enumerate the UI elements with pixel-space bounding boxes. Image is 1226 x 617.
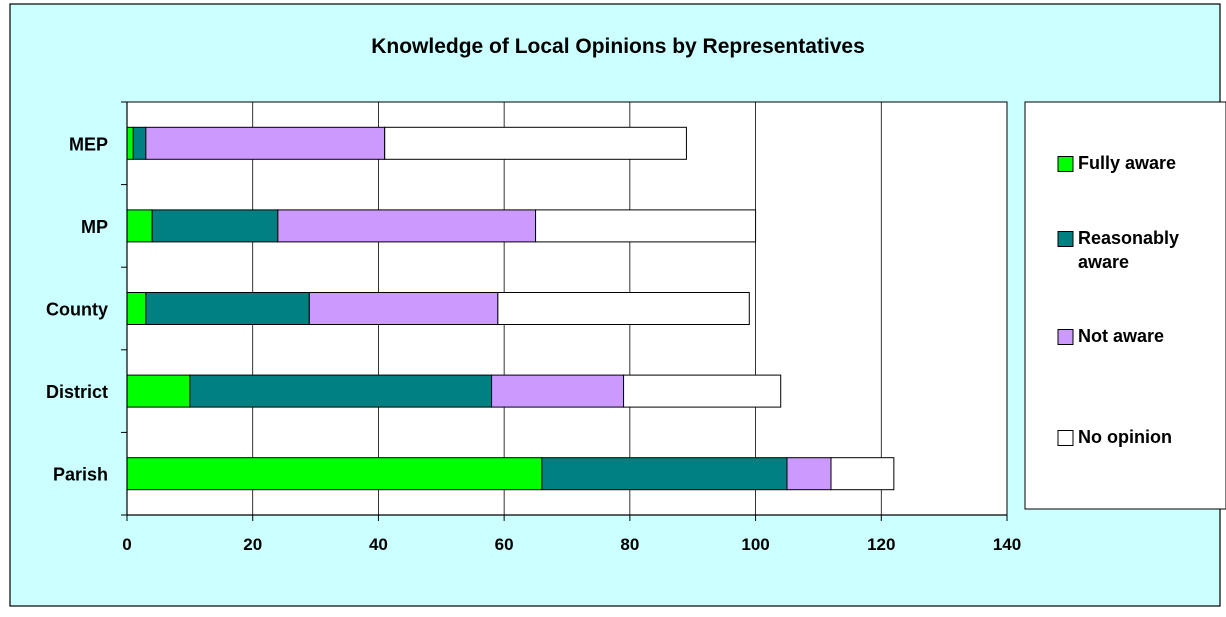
legend-swatch [1057,231,1074,247]
x-tick-label: 20 [243,535,262,554]
legend-swatch [1057,156,1074,172]
bar-segment [126,209,153,243]
x-tick-label: 140 [993,535,1021,554]
category-label: District [46,382,108,402]
legend-swatch [1057,430,1074,446]
bar-segment [830,457,895,491]
bar-segment [132,126,147,160]
category-label: MP [81,217,108,237]
tick-labels: 0 20 40 60 80 100 120 140 [122,535,1021,554]
legend-label: Not aware [1078,326,1164,346]
category-label: County [46,300,108,320]
bar-segment [145,126,386,160]
legend-swatch [1057,329,1074,345]
bar-segment [126,126,134,160]
legend: Fully aware Reasonably aware Not aware No op… [1057,153,1179,447]
axes [121,101,1008,521]
x-tick-label: 60 [495,535,514,554]
bar-segment [145,292,310,325]
bars [126,126,895,491]
bar-segment [491,374,625,408]
bar-segment [151,209,279,243]
bar-segment [535,209,757,243]
x-tick-label: 40 [369,535,388,554]
bar-segment [126,457,543,491]
legend-label: No opinion [1078,427,1172,447]
x-tick-label: 100 [741,535,769,554]
bar-segment [277,209,537,243]
bar-segment [786,457,832,491]
x-tick-label: 80 [620,535,639,554]
bar-segment [497,292,750,325]
chart-title: Knowledge of Local Opinions by Represent… [371,35,865,58]
x-tick-label: 120 [867,535,895,554]
category-labels: Parish District County MP MEP [46,134,108,484]
bar-segment [384,126,687,160]
category-label: Parish [53,465,108,485]
bar-segment [126,374,191,408]
bar-segment [541,457,788,491]
bar-segment [623,374,782,408]
category-label: MEP [69,134,108,154]
bar-segment [308,292,499,325]
legend-label: Fully aware [1078,153,1176,173]
bar-segment [189,374,493,408]
x-tick-label: 0 [122,535,131,554]
bar-segment [126,292,147,325]
legend-label: Reasonably aware [1078,228,1179,272]
